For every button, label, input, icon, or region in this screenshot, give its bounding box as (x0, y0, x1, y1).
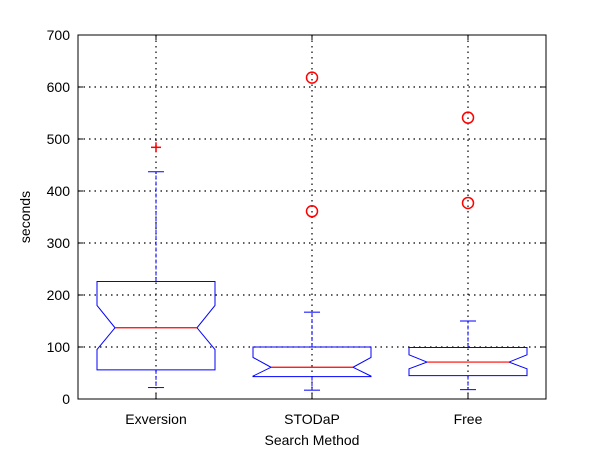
y-tick-label: 500 (47, 131, 71, 147)
x-tick-label: STODaP (284, 411, 340, 427)
boxes-layer (96, 71, 528, 391)
y-tick-label: 0 (62, 391, 70, 407)
y-tick-label: 300 (47, 235, 71, 251)
y-tick-label: 700 (47, 27, 71, 43)
y-tick-label: 600 (47, 79, 71, 95)
y-tick-label: 200 (47, 287, 71, 303)
outlier-marker (305, 205, 319, 218)
y-axis-label: seconds (17, 191, 33, 243)
axis-ticks: 0 100 200 300 400 500 600 700 Exversion STODaP Fre… (47, 27, 546, 427)
notched-box (96, 280, 216, 371)
notched-box (252, 346, 372, 378)
outlier-marker (461, 196, 475, 210)
y-tick-label: 100 (47, 339, 71, 355)
x-tick-label: Free (454, 411, 483, 427)
x-tick-label: Exversion (125, 411, 186, 427)
box-free (408, 111, 528, 391)
box-stodap (252, 71, 372, 391)
y-tick-label: 400 (47, 183, 71, 199)
box-exversion (96, 142, 216, 389)
notched-box (408, 347, 528, 377)
outlier-marker (461, 111, 475, 124)
x-axis-label: Search Method (265, 432, 360, 448)
outlier-marker (305, 71, 319, 84)
